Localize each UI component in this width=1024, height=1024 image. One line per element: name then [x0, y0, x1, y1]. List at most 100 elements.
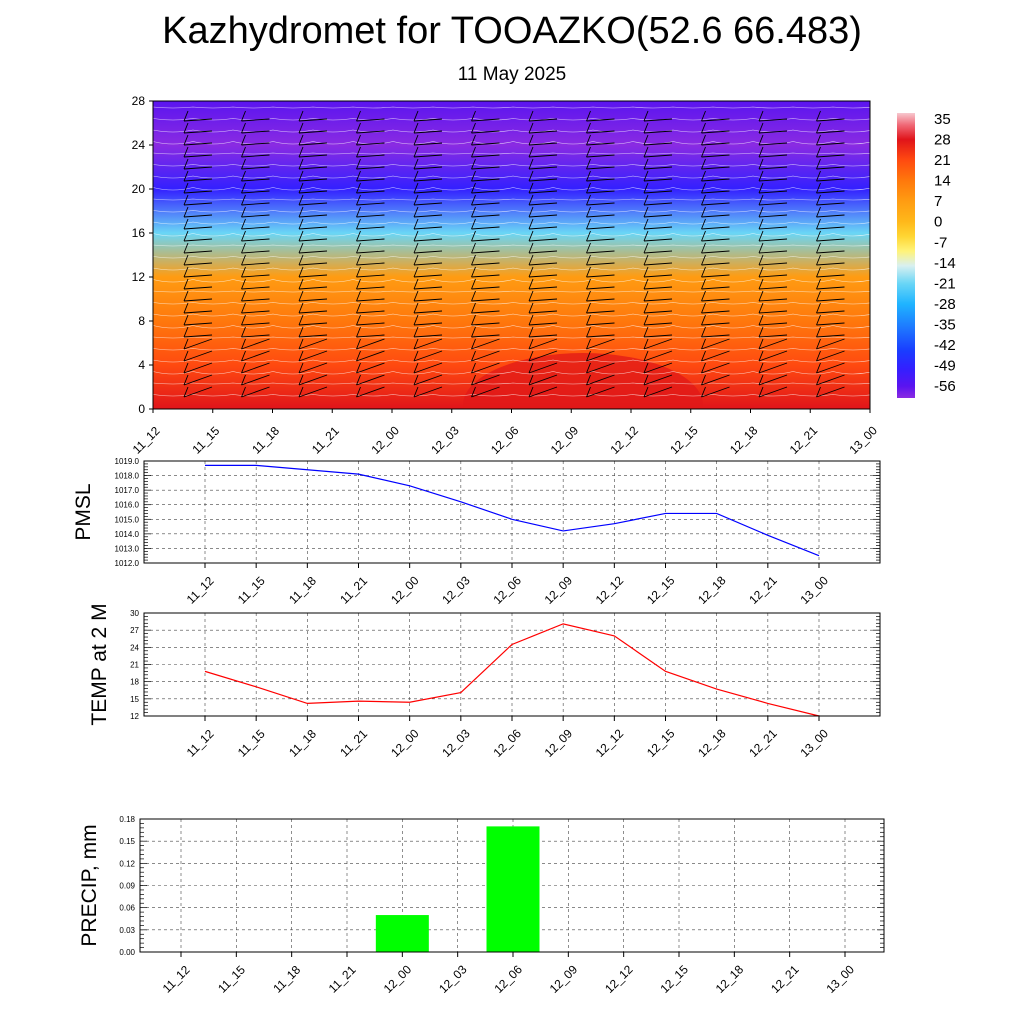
wind-barb: [413, 142, 443, 146]
wind-barb-feather: [183, 290, 189, 302]
wind-barb-feather: [758, 194, 764, 206]
contour-line: [153, 313, 870, 317]
wind-barb-feather: [356, 110, 361, 122]
wind-barb: [701, 322, 730, 326]
colorbar-label: -7: [934, 234, 947, 251]
wind-barb: [758, 274, 788, 278]
wind-barb-feather: [471, 326, 476, 338]
contour-line: [153, 198, 870, 201]
wind-barb: [183, 362, 213, 374]
x-tick-label: 11_15: [235, 727, 268, 760]
wind-barb-feather: [874, 387, 878, 397]
wind-barb: [241, 262, 270, 266]
axis-title: PRECIP, mm: [78, 824, 101, 946]
wind-barb-feather: [701, 206, 706, 218]
wind-barb-feather: [643, 278, 649, 290]
wind-barb: [701, 374, 730, 386]
wind-barb-feather: [701, 122, 706, 134]
wind-barb-feather: [758, 122, 764, 134]
wind-barb-feather: [413, 110, 419, 122]
wind-barb-feather: [816, 170, 821, 182]
wind-barb: [701, 238, 730, 242]
wind-barb: [701, 202, 730, 206]
wind-barb: [413, 262, 443, 266]
wind-barb: [183, 286, 213, 290]
colorbar-label: -35: [934, 317, 956, 334]
wind-barb-feather: [183, 170, 189, 182]
wind-barb: [528, 130, 558, 134]
wind-barb: [471, 386, 500, 398]
wind-barb-feather: [643, 158, 649, 170]
wind-barb: [528, 274, 558, 278]
wind-barb-feather: [356, 266, 361, 278]
wind-barb-feather: [816, 374, 821, 386]
contour-line: [153, 175, 870, 179]
wind-barb: [758, 130, 788, 134]
x-tick-label: 11_15: [235, 574, 268, 607]
wind-barb: [701, 214, 730, 218]
wind-barb: [528, 238, 558, 242]
wind-barb-feather: [413, 122, 419, 134]
wind-barb: [471, 262, 500, 266]
wind-barb: [298, 190, 328, 194]
wind-barb: [356, 178, 385, 182]
x-tick-label: 12_21: [746, 726, 780, 760]
wind-barb-feather: [298, 374, 304, 386]
wind-barb-feather: [701, 338, 706, 350]
wind-barb-feather: [356, 386, 361, 398]
y-tick-label: 1013.0: [115, 544, 140, 553]
wind-barb: [758, 362, 788, 374]
wind-barb: [413, 178, 443, 182]
wind-barb-feather: [643, 302, 649, 314]
contour-line: [153, 106, 870, 109]
wind-barb: [413, 362, 443, 374]
wind-barb-feather: [586, 206, 591, 218]
wind-barb: [241, 334, 270, 338]
wind-barb: [816, 350, 845, 362]
wind-barb-feather: [643, 362, 649, 374]
x-tick-label: 13_00: [823, 962, 857, 996]
y-tick-label: 0.12: [119, 859, 135, 868]
wind-barb-feather: [183, 278, 189, 290]
wind-barb: [586, 350, 615, 362]
wind-barb: [528, 310, 558, 314]
wind-barb: [241, 166, 270, 170]
wind-barb-feather: [241, 302, 246, 314]
wind-barb-feather: [356, 218, 361, 230]
wind-barb-feather: [758, 158, 764, 170]
wind-barb-feather: [874, 219, 878, 229]
wind-barb-feather: [241, 374, 246, 386]
wind-barb: [471, 362, 500, 374]
wind-barb-feather: [643, 242, 649, 254]
wind-barb-feather: [643, 182, 649, 194]
contour-line: [153, 371, 870, 375]
wind-barb: [183, 178, 213, 182]
wind-barb: [586, 286, 615, 290]
y-tick-label: 15: [130, 695, 139, 704]
wind-barb-feather: [816, 218, 821, 230]
wind-barb: [528, 166, 558, 170]
wind-barb-feather: [183, 194, 189, 206]
wind-barb-feather: [528, 362, 534, 374]
wind-barb-feather: [298, 134, 304, 146]
wind-barb-feather: [528, 350, 534, 362]
wind-barb: [298, 226, 328, 230]
wind-barb-feather: [241, 338, 246, 350]
wind-barb: [298, 118, 328, 122]
wind-barb: [298, 338, 328, 350]
wind-barb: [643, 322, 673, 326]
wind-barb-feather: [298, 314, 304, 326]
wind-barb: [701, 190, 730, 194]
wind-barb-feather: [356, 122, 361, 134]
colorbar-label: -21: [934, 275, 956, 292]
x-tick-label: 12_00: [381, 962, 415, 996]
temperature-field: [153, 101, 870, 409]
x-tick-label: 12_06: [490, 726, 524, 760]
wind-barb: [298, 298, 328, 302]
colorbar-label: 28: [934, 131, 951, 148]
wind-barb-feather: [413, 242, 419, 254]
wind-barb: [471, 334, 500, 338]
x-tick-label: 12_06: [488, 423, 522, 457]
wind-barb: [413, 386, 443, 398]
contour-line: [153, 210, 870, 213]
